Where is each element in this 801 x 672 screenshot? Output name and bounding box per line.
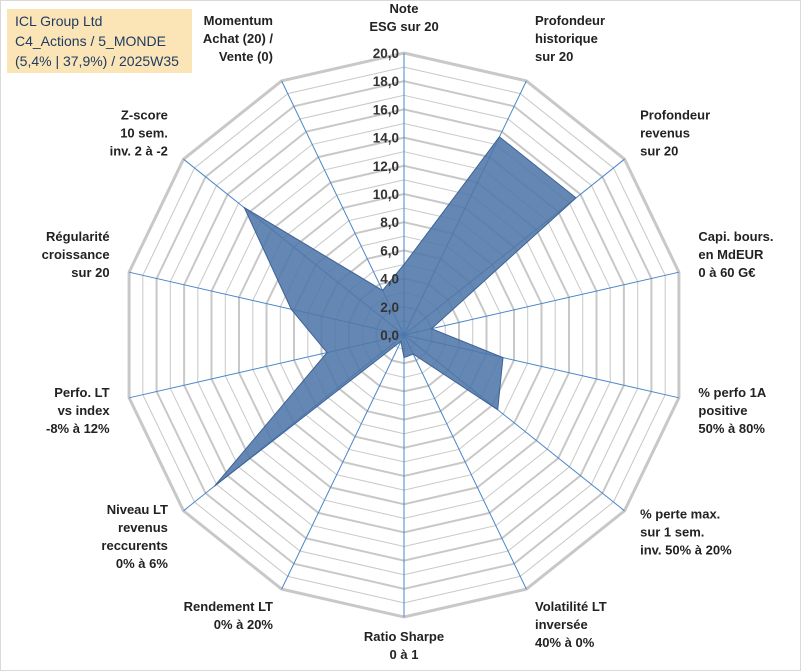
- tick-label: 10,0: [373, 187, 399, 202]
- tick-label: 8,0: [380, 215, 399, 230]
- axis-spoke: [403, 334, 527, 590]
- series-area: [214, 136, 577, 487]
- axis-spoke: [281, 334, 405, 590]
- tick-labels: 0,0 2,0 4,0 6,0 8,0 10,0 12,0 14,0 16,0 18,0 20,0: [373, 46, 399, 343]
- tick-label: 6,0: [380, 243, 399, 258]
- title-line-company: ICL Group Ltd: [15, 13, 103, 29]
- tick-label: 2,0: [380, 300, 399, 315]
- axis-label: Note ESG sur 20: [369, 1, 438, 34]
- axis-label: Ratio Sharpe 0 à 1: [364, 629, 444, 662]
- axis-label: Profondeur revenus sur 20: [640, 108, 710, 159]
- tick-label: 20,0: [373, 46, 399, 61]
- tick-label: 16,0: [373, 102, 399, 117]
- axis-label: Volatilité LT inversée 40% à 0%: [535, 599, 607, 650]
- chart-title-box: ICL Group Ltd C4_Actions / 5_MONDE (5,4%…: [7, 9, 192, 73]
- series-layer: [214, 136, 577, 487]
- axis-label: Capi. bours. en MdEUR 0 à 60 G€: [698, 229, 773, 280]
- axis-label: Niveau LT revenus reccurents 0% à 6%: [101, 502, 168, 571]
- tick-label: 12,0: [373, 159, 399, 174]
- tick-label: 18,0: [373, 74, 399, 89]
- axis-label: Rendement LT 0% à 20%: [184, 599, 274, 632]
- tick-label: 4,0: [380, 272, 399, 287]
- axis-label: % perte max. sur 1 sem. inv. 50% à 20%: [640, 506, 732, 557]
- axis-label: Momentum Achat (20) / Vente (0): [203, 13, 273, 64]
- title-line-stats: (5,4% | 37,9%) / 2025W35: [15, 53, 179, 69]
- axis-label: Profondeur historique sur 20: [535, 13, 605, 64]
- tick-label: 0,0: [380, 328, 399, 343]
- tick-label: 14,0: [373, 131, 399, 146]
- axis-label: Régularité croissance sur 20: [42, 229, 110, 280]
- axis-label: % perfo 1A positive 50% à 80%: [698, 385, 767, 436]
- axis-label: Z-score 10 sem. inv. 2 à -2: [110, 108, 168, 159]
- axis-label: Perfo. LT vs index -8% à 12%: [46, 385, 110, 436]
- axis-labels: Note ESG sur 20 Profondeur historique sur 20…: [42, 1, 774, 662]
- title-line-category: C4_Actions / 5_MONDE: [15, 33, 166, 49]
- axis-spoke: [403, 271, 680, 336]
